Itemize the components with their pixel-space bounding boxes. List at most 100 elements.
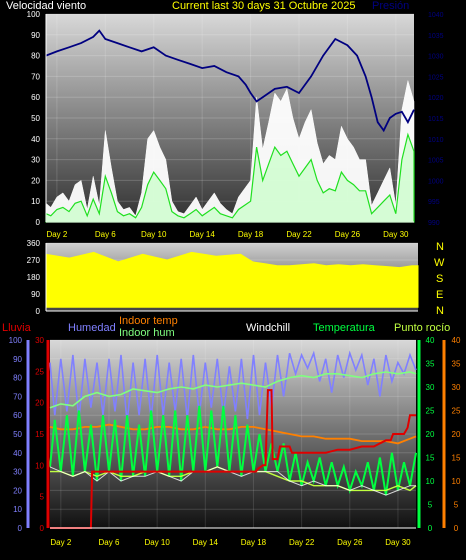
wind-y-tick-label: 50: [31, 114, 40, 123]
humidity-y-tick-label: 80: [13, 374, 22, 383]
indoor-humidity-series: [49, 371, 417, 409]
pressure-series: [45, 29, 415, 133]
wind-x-tick-label: Day 30: [383, 230, 409, 239]
wind-x-tick-label: Day 6: [95, 230, 116, 239]
legend-temperature: Temperatura: [313, 322, 376, 334]
temp-x-tick-label: Day 26: [337, 538, 363, 547]
indoor-temp-y-tick-label: 5: [454, 501, 459, 510]
humidity-y-tick-label: 20: [13, 486, 22, 495]
pressure-y-tick-label: 995: [428, 199, 440, 206]
wind-y-tick-label: 30: [31, 156, 40, 165]
wind-y-tick-label: 80: [31, 52, 40, 61]
temp-x-tick-label: Day 22: [289, 538, 315, 547]
humidity-series: [49, 350, 417, 423]
indoor-temp-y-tick-label: 0: [454, 524, 459, 533]
indoor-temp-y-tick-label: 20: [452, 430, 461, 439]
humidity-y-tick-label: 100: [9, 336, 23, 345]
temp-x-tick-label: Day 30: [385, 538, 411, 547]
compass-w: W: [434, 257, 445, 269]
temp-x-tick-label: Day 18: [241, 538, 267, 547]
wind-y-tick-label: 10: [31, 197, 40, 206]
indoor-temp-y-tick-label: 10: [452, 477, 461, 486]
direction-y-tick-label: 0: [36, 307, 41, 316]
pressure-y-tick-label: 990: [428, 220, 440, 227]
temperature-y-tick-label: 10: [426, 477, 435, 486]
compass-labels: N W S E N: [434, 241, 445, 317]
direction-y-tick-label: 180: [27, 273, 41, 282]
temperature-y-tick-label: 15: [426, 454, 435, 463]
rain-y-tick-label: 10: [35, 461, 44, 470]
temperature-series: [49, 405, 417, 496]
humidity-y-tick-label: 30: [13, 468, 22, 477]
pressure-y-tick-label: 1000: [428, 178, 444, 185]
humidity-y-tick-label: 50: [13, 430, 22, 439]
indoor-temp-y-tick-label: 35: [452, 360, 461, 369]
rain-y-tick-label: 5: [40, 493, 45, 502]
indoor-temp-y-tick-label: 40: [452, 336, 461, 345]
wind-direction-series: [45, 251, 419, 308]
temp-x-tick-label: Day 6: [99, 538, 120, 547]
humidity-y-tick-label: 90: [13, 355, 22, 364]
axes: 0102030405060708090100990995100010051010…: [9, 10, 461, 547]
humidity-y-tick-label: 10: [13, 505, 22, 514]
rain-y-tick-label: 25: [35, 367, 44, 376]
pressure-y-tick-label: 1040: [428, 12, 444, 19]
pressure-y-tick-label: 1020: [428, 95, 444, 102]
wind-speed-title: Velocidad viento: [6, 0, 86, 12]
indoor-temp-y-tick-label: 25: [452, 407, 461, 416]
legend-humidity: Humedad: [68, 322, 116, 334]
humidity-y-tick-label: 40: [13, 449, 22, 458]
wind-direction-plot: [45, 251, 419, 308]
wind-x-tick-label: Day 2: [46, 230, 67, 239]
pressure-y-tick-label: 1035: [428, 33, 444, 40]
legend-rain: Lluvia: [2, 322, 32, 334]
wind-y-tick-label: 60: [31, 93, 40, 102]
wind-x-tick-label: Day 14: [189, 230, 215, 239]
temp-x-tick-label: Day 14: [193, 538, 219, 547]
direction-y-tick-label: 90: [31, 290, 40, 299]
humidity-y-tick-label: 60: [13, 411, 22, 420]
pressure-y-tick-label: 1025: [428, 74, 444, 81]
pressure-y-tick-label: 1030: [428, 54, 444, 61]
bottom-legend: Lluvia Humedad Indoor temp Indoor hum Wi…: [2, 315, 450, 339]
compass-n-bottom: N: [436, 305, 444, 317]
humidity-y-tick-label: 70: [13, 392, 22, 401]
wind-y-tick-label: 70: [31, 72, 40, 81]
wind-x-tick-label: Day 26: [335, 230, 361, 239]
temperature-y-tick-label: 20: [426, 430, 435, 439]
temperature-y-tick-label: 35: [426, 360, 435, 369]
temp-x-tick-label: Day 10: [144, 538, 170, 547]
rain-y-tick-label: 30: [35, 336, 44, 345]
pressure-y-tick-label: 1015: [428, 116, 444, 123]
wind-y-tick-label: 100: [27, 10, 41, 19]
rain-series: [50, 389, 416, 529]
rain-y-tick-label: 20: [35, 399, 44, 408]
temperature-y-tick-label: 25: [426, 407, 435, 416]
rain-y-tick-label: 0: [40, 524, 45, 533]
direction-y-tick-label: 270: [27, 256, 41, 265]
compass-n-top: N: [436, 241, 444, 253]
wind-y-tick-label: 90: [31, 31, 40, 40]
legend-indoor-temp: Indoor temp: [119, 315, 178, 327]
legend-windchill: Windchill: [246, 322, 290, 334]
wind-pressure-plot: [45, 29, 415, 223]
windchill-series: [49, 466, 416, 496]
legend-dew-point: Punto rocío: [394, 322, 450, 334]
wind-x-tick-label: Day 10: [141, 230, 167, 239]
temperature-y-tick-label: 30: [426, 383, 435, 392]
temperature-y-tick-label: 40: [426, 336, 435, 345]
pressure-y-tick-label: 1005: [428, 158, 444, 165]
pressure-y-tick-label: 1010: [428, 137, 444, 144]
temperature-y-tick-label: 0: [428, 524, 433, 533]
wind-average-series: [45, 132, 415, 223]
chart-title: Current last 30 days 31 Octubre 2025: [172, 0, 355, 12]
wind-x-tick-label: Day 22: [286, 230, 312, 239]
wind-gust-series: [45, 80, 415, 223]
legend-indoor-hum: Indoor hum: [119, 327, 175, 339]
wind-y-tick-label: 40: [31, 135, 40, 144]
humidity-y-tick-label: 0: [18, 524, 23, 533]
temperature-y-tick-label: 5: [428, 501, 433, 510]
rain-y-tick-label: 15: [35, 430, 44, 439]
